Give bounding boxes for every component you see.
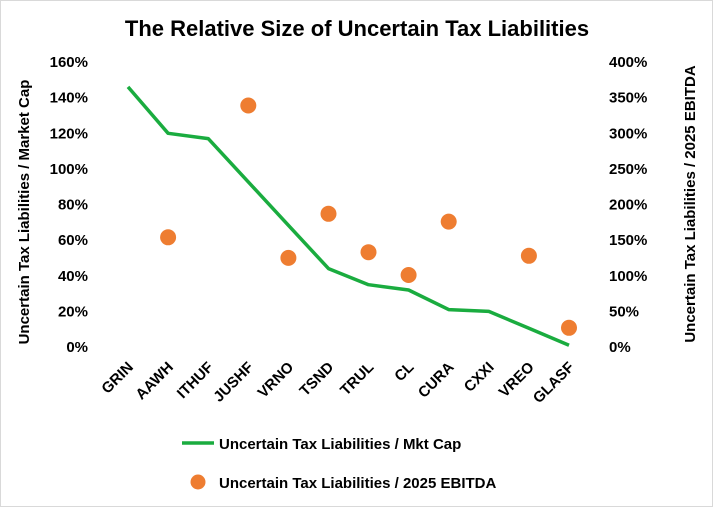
plot-area [126,85,577,347]
x-tick-label: GLASF [530,359,578,407]
legend-label-ebitda: Uncertain Tax Liabilities / 2025 EBITDA [219,475,496,492]
ebitda-point [360,244,377,261]
right-tick-label: 300% [609,125,647,142]
legend-dot-swatch [190,474,206,490]
left-tick-label: 0% [66,339,88,356]
right-tick-label: 200% [609,197,647,214]
right-axis-title: Uncertain Tax Liabilities / 2025 EBITDA [682,65,699,342]
x-tick-label: TRUL [337,359,377,399]
right-tick-label: 0% [609,339,631,356]
ebitda-point [320,205,337,222]
legend-label-mkt-cap: Uncertain Tax Liabilities / Mkt Cap [219,436,461,453]
ebitda-point [280,249,297,266]
legend: Uncertain Tax Liabilities / Mkt Cap Unce… [182,436,496,492]
x-tick-label: CXXI [461,359,498,396]
left-tick-label: 80% [58,197,88,214]
left-tick-label: 120% [50,125,88,142]
right-tick-label: 400% [609,54,647,71]
right-tick-label: 100% [609,268,647,285]
ebitda-point [440,213,457,230]
x-tick-label: AAWH [132,359,176,403]
right-tick-label: 50% [609,303,639,320]
ebitda-point [240,97,257,114]
x-tick-label: VRNO [255,359,298,402]
left-tick-label: 100% [50,161,88,178]
left-tick-label: 60% [58,232,88,249]
ebitda-point [160,229,177,246]
x-tick-label: ITHUF [174,359,217,402]
x-tick-label: TSND [296,359,337,400]
mkt-cap-line [126,85,570,347]
left-axis-title: Uncertain Tax Liabilities / Market Cap [16,80,33,345]
right-axis-ticks: 400% 350% 300% 250% 200% 150% 100% 50% 0% [609,54,647,356]
x-tick-label: GRIN [98,359,137,398]
right-tick-label: 250% [609,161,647,178]
left-axis-ticks: 160% 140% 120% 100% 80% 60% 40% 20% 0% [50,54,88,356]
x-tick-label: JUSHF [210,359,257,406]
x-tick-label: CL [391,359,417,385]
left-tick-label: 140% [50,90,88,107]
ebitda-point [520,247,537,264]
left-tick-label: 160% [50,54,88,71]
right-tick-label: 350% [609,90,647,107]
chart-title: The Relative Size of Uncertain Tax Liabi… [125,16,589,41]
left-tick-label: 40% [58,268,88,285]
x-tick-label: CURA [415,359,458,402]
right-tick-label: 150% [609,232,647,249]
ebitda-point [400,267,417,283]
ebitda-point [561,319,577,336]
left-tick-label: 20% [58,303,88,320]
